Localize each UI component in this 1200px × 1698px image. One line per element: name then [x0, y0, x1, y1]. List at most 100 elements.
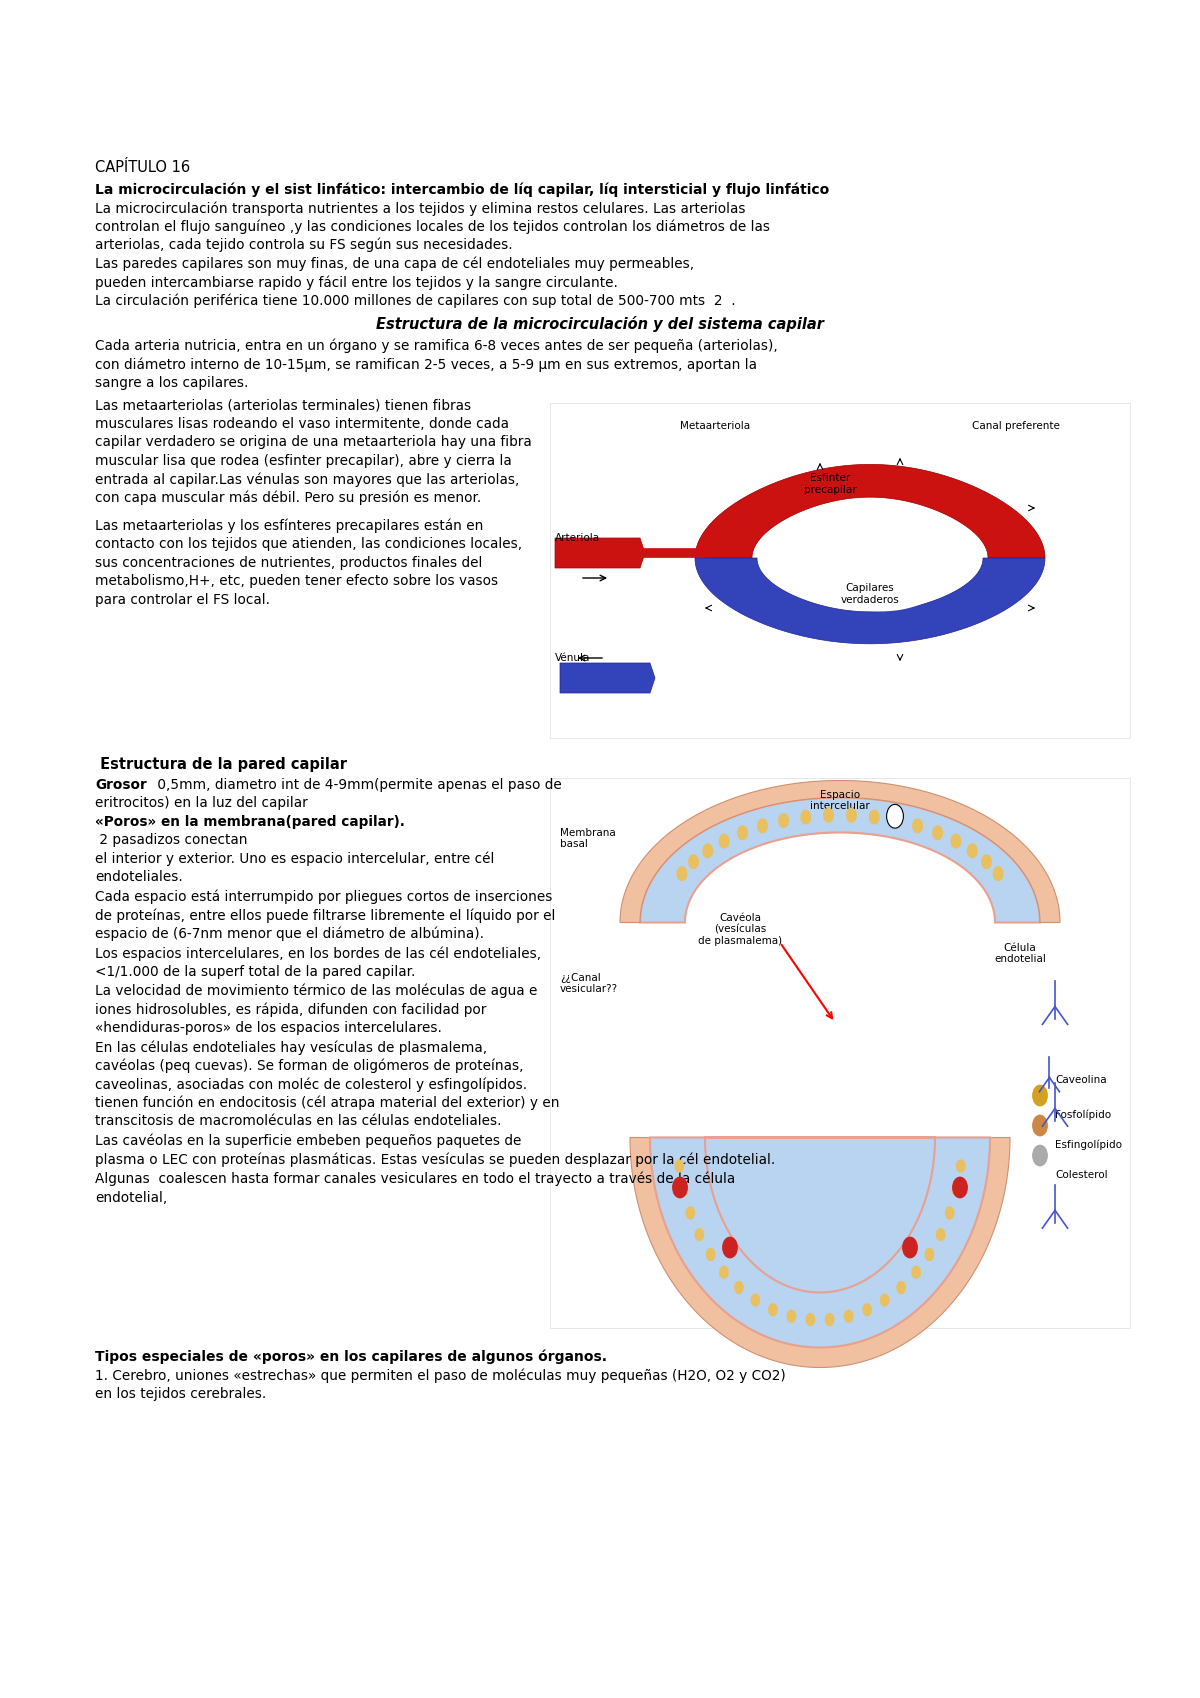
Circle shape	[707, 1248, 715, 1260]
Text: metabolismo,H+, etc, pueden tener efecto sobre los vasos: metabolismo,H+, etc, pueden tener efecto…	[95, 574, 498, 588]
Circle shape	[738, 825, 748, 839]
Text: Cavéola
(vesículas
de plasmalema): Cavéola (vesículas de plasmalema)	[698, 912, 782, 946]
Polygon shape	[620, 781, 1060, 922]
Text: Esfinter
precapilar: Esfinter precapilar	[804, 474, 857, 494]
Text: La velocidad de movimiento térmico de las moléculas de agua e: La velocidad de movimiento térmico de la…	[95, 983, 538, 998]
Circle shape	[677, 868, 686, 881]
Text: Capilares
verdaderos: Capilares verdaderos	[841, 582, 899, 604]
Text: para controlar el FS local.: para controlar el FS local.	[95, 593, 270, 606]
Circle shape	[870, 810, 880, 824]
Circle shape	[823, 808, 833, 822]
Text: Esfingolípido: Esfingolípido	[1055, 1139, 1122, 1150]
Text: Algunas  coalescen hasta formar canales vesiculares en todo el trayecto a través: Algunas coalescen hasta formar canales v…	[95, 1172, 736, 1187]
Circle shape	[1033, 1085, 1048, 1105]
Text: Las metaarteriolas (arteriolas terminales) tienen fibras: Las metaarteriolas (arteriolas terminale…	[95, 397, 472, 413]
Text: de proteínas, entre ellos puede filtrarse libremente el líquido por el: de proteínas, entre ellos puede filtrars…	[95, 908, 556, 922]
Text: Estructura de la pared capilar: Estructura de la pared capilar	[95, 757, 347, 773]
Circle shape	[982, 856, 991, 869]
Text: Las cavéolas en la superficie embeben pequeños paquetes de: Las cavéolas en la superficie embeben pe…	[95, 1133, 521, 1148]
Text: En las células endoteliales hay vesículas de plasmalema,: En las células endoteliales hay vesícula…	[95, 1041, 487, 1054]
Text: Vénula: Vénula	[554, 654, 590, 662]
Text: Grosor: Grosor	[95, 778, 146, 791]
Polygon shape	[695, 465, 1045, 559]
Circle shape	[695, 1229, 703, 1241]
Text: 1. Cerebro, uniones «estrechas» que permiten el paso de moléculas muy pequeñas (: 1. Cerebro, uniones «estrechas» que perm…	[95, 1369, 786, 1382]
Text: Fosfolípido: Fosfolípido	[1055, 1109, 1111, 1121]
Circle shape	[722, 1238, 737, 1258]
Text: con diámetro interno de 10-15μm, se ramifican 2-5 veces, a 5-9 μm en sus extremo: con diámetro interno de 10-15μm, se rami…	[95, 357, 757, 372]
Text: plasma o LEC con proteínas plasmáticas. Estas vesículas se pueden desplazar por : plasma o LEC con proteínas plasmáticas. …	[95, 1153, 775, 1167]
Polygon shape	[695, 559, 1045, 644]
Circle shape	[953, 1177, 967, 1197]
Circle shape	[751, 1294, 760, 1306]
Polygon shape	[650, 1138, 990, 1348]
Polygon shape	[554, 538, 646, 569]
Text: Tipos especiales de «poros» en los capilares de algunos órganos.: Tipos especiales de «poros» en los capil…	[95, 1350, 607, 1363]
Circle shape	[946, 1207, 954, 1219]
Circle shape	[779, 813, 788, 827]
Circle shape	[994, 868, 1003, 881]
Text: La microcirculación transporta nutrientes a los tejidos y elimina restos celular: La microcirculación transporta nutriente…	[95, 200, 745, 216]
Text: sus concentraciones de nutrientes, productos finales del: sus concentraciones de nutrientes, produ…	[95, 555, 482, 569]
Circle shape	[787, 1311, 796, 1323]
Circle shape	[902, 1238, 917, 1258]
Circle shape	[673, 1177, 688, 1197]
Text: La microcirculación y el sist linfático: intercambio de líq capilar, líq interst: La microcirculación y el sist linfático:…	[95, 182, 829, 197]
Circle shape	[896, 1282, 905, 1294]
FancyBboxPatch shape	[550, 778, 1130, 1328]
Circle shape	[956, 1160, 965, 1172]
Circle shape	[881, 1294, 889, 1306]
Text: Estructura de la microcirculación y del sistema capilar: Estructura de la microcirculación y del …	[376, 316, 824, 333]
Text: tienen función en endocitosis (cél atrapa material del exterior) y en: tienen función en endocitosis (cél atrap…	[95, 1095, 559, 1110]
Text: Célula
endotelial: Célula endotelial	[994, 942, 1046, 964]
Text: cavéolas (peq cuevas). Se forman de oligómeros de proteínas,: cavéolas (peq cuevas). Se forman de olig…	[95, 1058, 523, 1073]
Text: Colesterol: Colesterol	[1055, 1170, 1108, 1180]
Text: CAPÍTULO 16: CAPÍTULO 16	[95, 160, 190, 175]
Circle shape	[800, 810, 810, 824]
Circle shape	[1033, 1116, 1048, 1136]
Text: en los tejidos cerebrales.: en los tejidos cerebrales.	[95, 1387, 266, 1401]
Text: pueden intercambiarse rapido y fácil entre los tejidos y la sangre circulante.: pueden intercambiarse rapido y fácil ent…	[95, 275, 618, 289]
Circle shape	[892, 813, 901, 827]
Circle shape	[703, 844, 713, 857]
Polygon shape	[640, 798, 1040, 922]
Text: transcitosis de macromoléculas en las células endoteliales.: transcitosis de macromoléculas en las cé…	[95, 1114, 502, 1127]
Text: arteriolas, cada tejido controla su FS según sus necesidades.: arteriolas, cada tejido controla su FS s…	[95, 238, 512, 253]
Circle shape	[757, 818, 767, 832]
Text: Cada arteria nutricia, entra en un órgano y se ramifica 6-8 veces antes de ser p: Cada arteria nutricia, entra en un órgan…	[95, 338, 778, 353]
Text: Las metaarteriolas y los esfínteres precapilares están en: Las metaarteriolas y los esfínteres prec…	[95, 518, 484, 533]
Circle shape	[936, 1229, 944, 1241]
Circle shape	[734, 1282, 743, 1294]
Text: endotelial,: endotelial,	[95, 1192, 167, 1206]
Text: Los espacios intercelulares, en los bordes de las cél endoteliales,: Los espacios intercelulares, en los bord…	[95, 946, 541, 961]
Circle shape	[912, 1267, 920, 1279]
Polygon shape	[560, 662, 655, 693]
Text: La circulación periférica tiene 10.000 millones de capilares con sup total de 50: La circulación periférica tiene 10.000 m…	[95, 294, 736, 307]
Text: iones hidrosolubles, es rápida, difunden con facilidad por: iones hidrosolubles, es rápida, difunden…	[95, 1002, 486, 1017]
Text: entrada al capilar.Las vénulas son mayores que las arteriolas,: entrada al capilar.Las vénulas son mayor…	[95, 472, 520, 487]
Text: Membrana
basal: Membrana basal	[560, 827, 616, 849]
Circle shape	[967, 844, 977, 857]
Circle shape	[925, 1248, 934, 1260]
Text: Metaarteriola: Metaarteriola	[680, 421, 750, 431]
Circle shape	[953, 1184, 961, 1195]
Circle shape	[676, 1160, 684, 1172]
Text: «hendiduras-poros» de los espacios intercelulares.: «hendiduras-poros» de los espacios inter…	[95, 1020, 442, 1034]
Text: Canal preferente: Canal preferente	[972, 421, 1060, 431]
Polygon shape	[780, 504, 970, 611]
Text: con capa muscular más débil. Pero su presión es menor.: con capa muscular más débil. Pero su pre…	[95, 491, 481, 504]
Polygon shape	[630, 1138, 1010, 1367]
Text: ¿¿Canal
vesicular??: ¿¿Canal vesicular??	[560, 973, 618, 993]
Text: musculares lisas rodeando el vaso intermitente, donde cada: musculares lisas rodeando el vaso interm…	[95, 416, 509, 431]
Circle shape	[686, 1207, 695, 1219]
Text: <1/1.000 de la superf total de la pared capilar.: <1/1.000 de la superf total de la pared …	[95, 964, 415, 978]
Text: contacto con los tejidos que atienden, las condiciones locales,: contacto con los tejidos que atienden, l…	[95, 537, 522, 552]
Text: Cada espacio está interrumpido por pliegues cortos de inserciones: Cada espacio está interrumpido por plieg…	[95, 890, 552, 905]
Text: muscular lisa que rodea (esfinter precapilar), abre y cierra la: muscular lisa que rodea (esfinter precap…	[95, 453, 511, 467]
Circle shape	[679, 1184, 688, 1195]
Circle shape	[769, 1304, 778, 1316]
Circle shape	[720, 1267, 728, 1279]
Circle shape	[952, 834, 961, 847]
Text: el interior y exterior. Uno es espacio intercelular, entre cél: el interior y exterior. Uno es espacio i…	[95, 851, 494, 866]
Text: Caveolina: Caveolina	[1055, 1075, 1106, 1085]
